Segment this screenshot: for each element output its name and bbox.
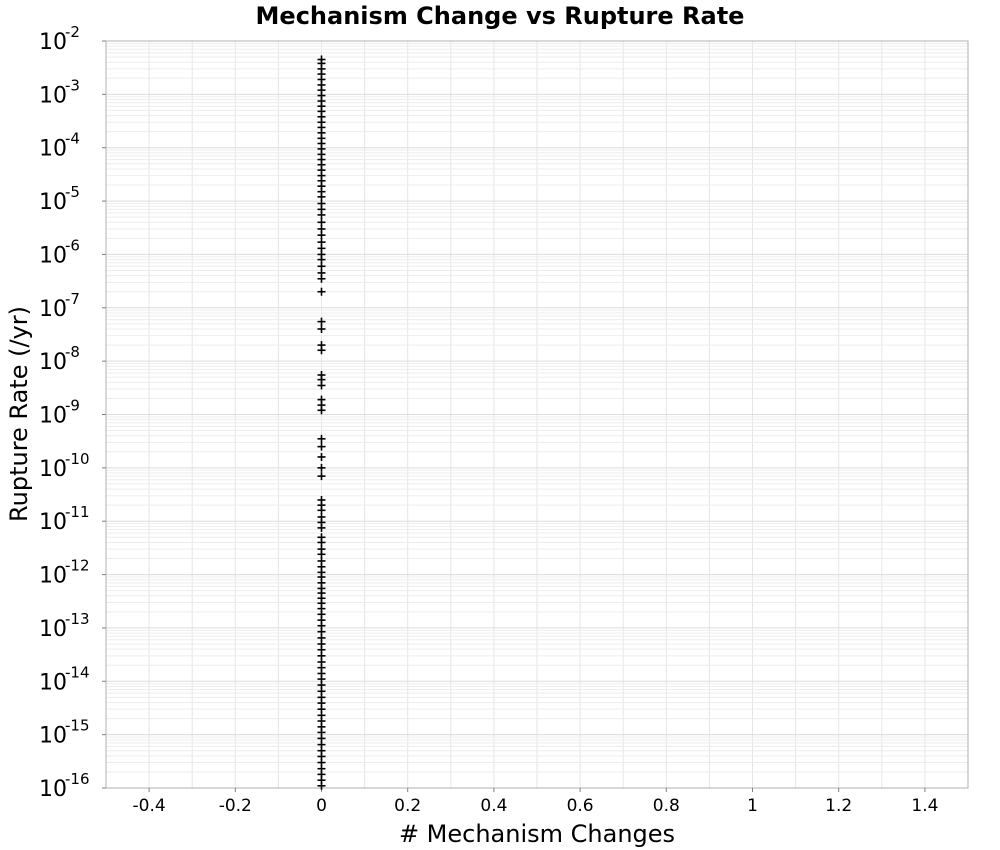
y-tick-label-exponent: -4 bbox=[65, 130, 80, 148]
y-axis-ticks: 10-1610-1510-1410-1310-1210-1110-1010-91… bbox=[39, 23, 106, 802]
data-point bbox=[317, 523, 326, 532]
y-tick-label-exponent: -14 bbox=[65, 663, 90, 681]
x-tick-label: -0.2 bbox=[219, 796, 252, 816]
y-tick-label-base: 10 bbox=[39, 297, 67, 322]
x-tick-label: 1 bbox=[747, 796, 758, 816]
data-point bbox=[317, 442, 326, 451]
chart-title: Mechanism Change vs Rupture Rate bbox=[255, 2, 745, 30]
y-tick-label-exponent: -2 bbox=[65, 23, 80, 41]
y-tick-label-base: 10 bbox=[39, 510, 67, 535]
grid-lines bbox=[105, 41, 969, 789]
data-point bbox=[317, 325, 326, 334]
data-point bbox=[317, 381, 326, 390]
y-tick-label-base: 10 bbox=[39, 190, 67, 215]
x-tick-label: 0.4 bbox=[480, 796, 507, 816]
data-point bbox=[317, 472, 326, 481]
data-point bbox=[317, 463, 326, 472]
y-tick-label-base: 10 bbox=[39, 404, 67, 429]
data-point bbox=[317, 210, 326, 219]
y-tick-label-exponent: -15 bbox=[65, 717, 90, 735]
data-point bbox=[317, 274, 326, 283]
y-tick-label-exponent: -6 bbox=[65, 236, 80, 254]
data-point bbox=[317, 287, 326, 296]
data-point bbox=[317, 781, 326, 790]
y-tick-label-base: 10 bbox=[39, 83, 67, 108]
y-tick-label-exponent: -8 bbox=[65, 343, 80, 361]
x-axis-label: # Mechanism Changes bbox=[399, 820, 675, 848]
data-point bbox=[317, 434, 326, 443]
x-tick-label: 0.8 bbox=[653, 796, 680, 816]
x-tick-label: 1.4 bbox=[911, 796, 938, 816]
y-tick-label-exponent: -11 bbox=[65, 503, 90, 521]
data-point bbox=[317, 406, 326, 415]
x-axis-ticks: -0.4 -0.2 0 0.2 0.4 0.6 0.8 1 1.2 1.4 bbox=[133, 788, 938, 816]
y-tick-label-base: 10 bbox=[39, 564, 67, 589]
y-tick-label-base: 10 bbox=[39, 457, 67, 482]
y-tick-label-exponent: -7 bbox=[65, 290, 80, 308]
y-axis-label: Rupture Rate (/yr) bbox=[5, 306, 33, 522]
y-tick-label-base: 10 bbox=[39, 617, 67, 642]
data-points bbox=[317, 55, 326, 790]
y-tick-label-base: 10 bbox=[39, 670, 67, 695]
x-tick-label: 1.2 bbox=[825, 796, 852, 816]
y-tick-label-base: 10 bbox=[39, 243, 67, 268]
y-tick-label-exponent: -3 bbox=[65, 76, 80, 94]
x-tick-label: 0 bbox=[316, 796, 327, 816]
y-tick-label-exponent: -5 bbox=[65, 183, 80, 201]
y-tick-label-base: 10 bbox=[39, 137, 67, 162]
y-tick-label-base: 10 bbox=[39, 724, 67, 749]
data-point bbox=[317, 231, 326, 240]
y-tick-label-exponent: -16 bbox=[65, 770, 90, 788]
y-tick-label-exponent: -10 bbox=[65, 450, 90, 468]
y-tick-label-exponent: -9 bbox=[65, 397, 80, 415]
data-point bbox=[317, 317, 326, 326]
x-tick-label: 0.6 bbox=[567, 796, 594, 816]
x-tick-label: -0.4 bbox=[133, 796, 166, 816]
y-tick-label-base: 10 bbox=[39, 30, 67, 55]
y-tick-label-base: 10 bbox=[39, 350, 67, 375]
y-tick-label-base: 10 bbox=[39, 777, 67, 802]
y-tick-label-exponent: -12 bbox=[65, 557, 90, 575]
x-tick-label: 0.2 bbox=[394, 796, 421, 816]
y-tick-label-exponent: -13 bbox=[65, 610, 90, 628]
data-point bbox=[317, 346, 326, 355]
data-point bbox=[317, 452, 326, 461]
